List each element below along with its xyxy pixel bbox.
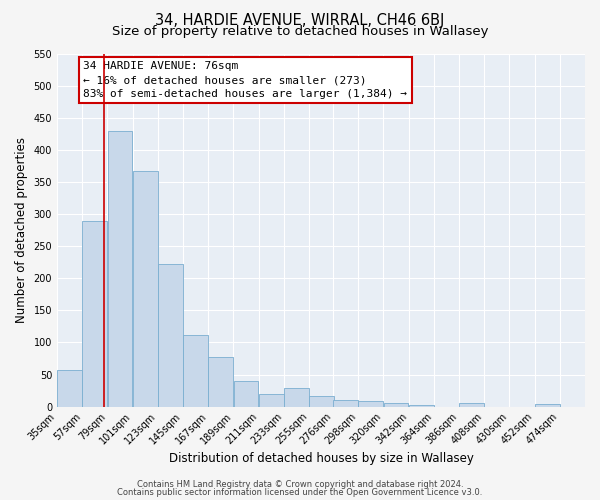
Bar: [333, 400, 358, 406]
Bar: [309, 396, 334, 406]
Text: Contains public sector information licensed under the Open Government Licence v3: Contains public sector information licen…: [118, 488, 482, 497]
Bar: [107, 131, 133, 406]
Bar: [57, 370, 82, 406]
Bar: [183, 335, 208, 406]
Bar: [158, 264, 183, 406]
Bar: [409, 404, 434, 406]
Bar: [259, 394, 284, 406]
Y-axis label: Number of detached properties: Number of detached properties: [15, 138, 28, 324]
Bar: [535, 404, 560, 406]
Bar: [284, 388, 309, 406]
Bar: [133, 172, 158, 406]
Bar: [82, 220, 107, 406]
X-axis label: Distribution of detached houses by size in Wallasey: Distribution of detached houses by size …: [169, 452, 473, 465]
Bar: [358, 402, 383, 406]
Bar: [208, 357, 233, 406]
Text: 34, HARDIE AVENUE, WIRRAL, CH46 6BJ: 34, HARDIE AVENUE, WIRRAL, CH46 6BJ: [155, 12, 445, 28]
Text: Size of property relative to detached houses in Wallasey: Size of property relative to detached ho…: [112, 25, 488, 38]
Text: Contains HM Land Registry data © Crown copyright and database right 2024.: Contains HM Land Registry data © Crown c…: [137, 480, 463, 489]
Bar: [459, 404, 484, 406]
Text: 34 HARDIE AVENUE: 76sqm
← 16% of detached houses are smaller (273)
83% of semi-d: 34 HARDIE AVENUE: 76sqm ← 16% of detache…: [83, 61, 407, 99]
Bar: [233, 381, 259, 406]
Bar: [383, 404, 409, 406]
